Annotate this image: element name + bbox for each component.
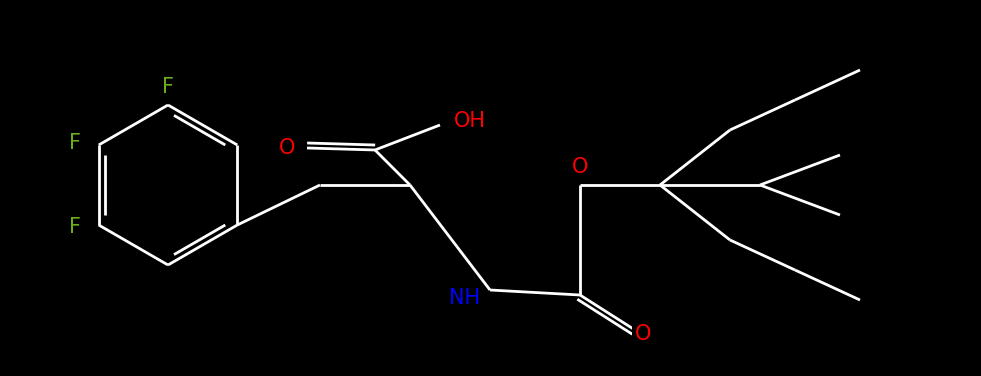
Text: F: F bbox=[69, 133, 80, 153]
Text: F: F bbox=[69, 217, 80, 237]
Text: O: O bbox=[635, 324, 651, 344]
Text: F: F bbox=[162, 77, 174, 97]
Text: NH: NH bbox=[449, 288, 480, 308]
Text: O: O bbox=[279, 138, 295, 158]
Text: OH: OH bbox=[454, 111, 486, 131]
Text: O: O bbox=[572, 157, 589, 177]
